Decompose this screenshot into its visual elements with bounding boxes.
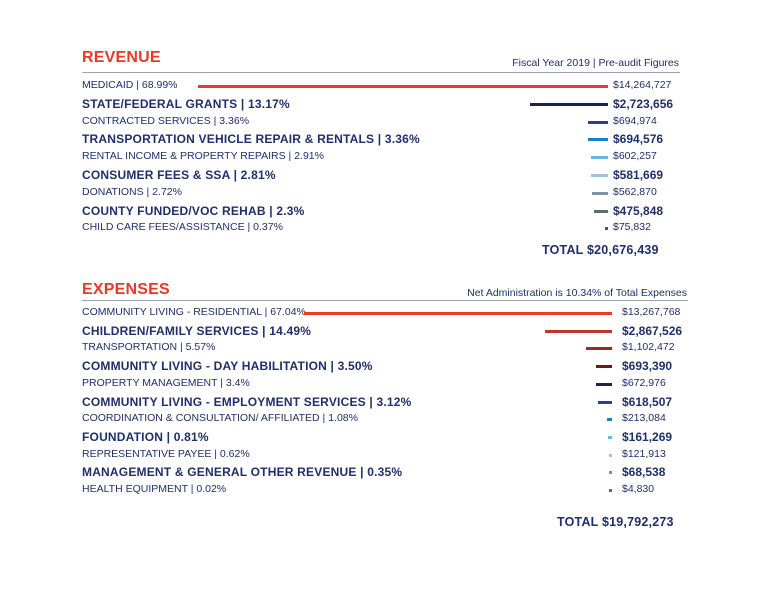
revenue-row-value: $562,870 xyxy=(613,185,657,198)
expenses-row-value: $161,269 xyxy=(622,429,673,444)
expenses-row-value: $1,102,472 xyxy=(622,341,675,354)
expenses-row-label: COORDINATION & CONSULTATION/ AFFILIATED … xyxy=(82,412,358,425)
revenue-row-value: $2,723,656 xyxy=(613,96,674,111)
expenses-row-value: $2,867,526 xyxy=(622,323,683,338)
revenue-title: REVENUE xyxy=(82,49,161,66)
revenue-row-value: $475,848 xyxy=(613,203,664,218)
expenses-row-label: PROPERTY MANAGEMENT | 3.4% xyxy=(82,376,250,389)
expenses-row-label: COMMUNITY LIVING - RESIDENTIAL | 67.04% xyxy=(82,306,306,318)
expenses-divider xyxy=(82,300,688,301)
expenses-row-bar xyxy=(609,453,612,457)
expenses-row-label: CHILDREN/FAMILY SERVICES | 14.49% xyxy=(82,323,312,338)
expenses-row-value: $68,538 xyxy=(622,465,666,480)
revenue-total-value: $20,676,439 xyxy=(586,243,659,257)
revenue-row-bar xyxy=(588,120,608,124)
revenue-row-bar xyxy=(529,102,608,106)
expenses-row-bar xyxy=(595,365,612,369)
expenses-row-label: MANAGEMENT & GENERAL OTHER REVENUE | 0.3… xyxy=(82,465,403,480)
expenses-total: TOTAL $19,792,273 xyxy=(557,515,674,529)
expenses-subtitle: Net Administration is 10.34% of Total Ex… xyxy=(467,287,687,299)
revenue-divider xyxy=(82,72,680,73)
expenses-row-value: $693,390 xyxy=(622,359,673,374)
expenses-row-value: $672,976 xyxy=(622,376,666,389)
expenses-row-label: FOUNDATION | 0.81% xyxy=(82,429,209,444)
revenue-row-label: CHILD CARE FEES/ASSISTANCE | 0.37% xyxy=(82,221,283,234)
expenses-row-bar xyxy=(586,347,612,351)
expenses-row-value: $213,084 xyxy=(622,412,666,425)
expenses-row-label: COMMUNITY LIVING - DAY HABILITATION | 3.… xyxy=(82,359,373,374)
expenses-row-label: REPRESENTATIVE PAYEE | 0.62% xyxy=(82,447,250,460)
revenue-row-bar xyxy=(198,85,608,88)
revenue-row-bar xyxy=(588,138,608,142)
revenue-row-value: $602,257 xyxy=(613,150,657,163)
revenue-row-bar xyxy=(591,191,608,195)
revenue-row-label: DONATIONS | 2.72% xyxy=(82,185,182,198)
revenue-row-value: $75,832 xyxy=(613,221,651,234)
expenses-row-bar xyxy=(607,418,612,422)
revenue-subtitle: Fiscal Year 2019 | Pre-audit Figures xyxy=(512,57,679,69)
expenses-title: EXPENSES xyxy=(82,281,170,298)
expenses-total-label: TOTAL xyxy=(557,515,599,529)
revenue-row-value: $14,264,727 xyxy=(613,79,672,91)
expenses-row-bar xyxy=(597,400,612,404)
revenue-row-bar xyxy=(590,156,608,160)
expenses-row-value: $4,830 xyxy=(622,483,655,495)
revenue-row-label: CONTRACTED SERVICES | 3.36% xyxy=(82,114,250,127)
expenses-row-bar xyxy=(609,489,612,492)
expenses-row-label: TRANSPORTATION | 5.57% xyxy=(82,341,216,354)
revenue-row-value: $694,974 xyxy=(613,114,657,127)
expenses-row-label: COMMUNITY LIVING - EMPLOYMENT SERVICES |… xyxy=(82,394,412,409)
revenue-row-value: $581,669 xyxy=(613,168,664,182)
expenses-row-bar xyxy=(596,382,612,386)
revenue-total: TOTAL $20,676,439 xyxy=(542,243,659,257)
revenue-row-label: RENTAL INCOME & PROPERTY REPAIRS | 2.91% xyxy=(82,150,324,163)
expenses-row-value: $13,267,768 xyxy=(622,306,681,318)
revenue-row-label: STATE/FEDERAL GRANTS | 13.17% xyxy=(82,96,290,111)
revenue-row-label: MEDICAID | 68.99% xyxy=(82,79,178,91)
expenses-row-bar xyxy=(609,471,612,475)
revenue-row-bar xyxy=(591,174,608,177)
revenue-row-bar xyxy=(605,227,608,231)
revenue-row-label: TRANSPORTATION VEHICLE REPAIR & RENTALS … xyxy=(82,132,420,147)
revenue-row-bar xyxy=(594,209,608,213)
expenses-row-label: HEALTH EQUIPMENT | 0.02% xyxy=(82,483,227,495)
expenses-total-value: $19,792,273 xyxy=(601,515,674,529)
revenue-row-label: CONSUMER FEES & SSA | 2.81% xyxy=(82,168,276,182)
revenue-total-label: TOTAL xyxy=(542,243,584,257)
expenses-row-bar xyxy=(608,435,612,439)
expenses-row-bar xyxy=(545,329,612,333)
revenue-row-label: COUNTY FUNDED/VOC REHAB | 2.3% xyxy=(82,203,305,218)
expenses-row-value: $121,913 xyxy=(622,447,666,460)
revenue-row-value: $694,576 xyxy=(613,132,664,147)
expenses-row-value: $618,507 xyxy=(622,394,673,409)
expenses-row-bar xyxy=(304,312,612,315)
